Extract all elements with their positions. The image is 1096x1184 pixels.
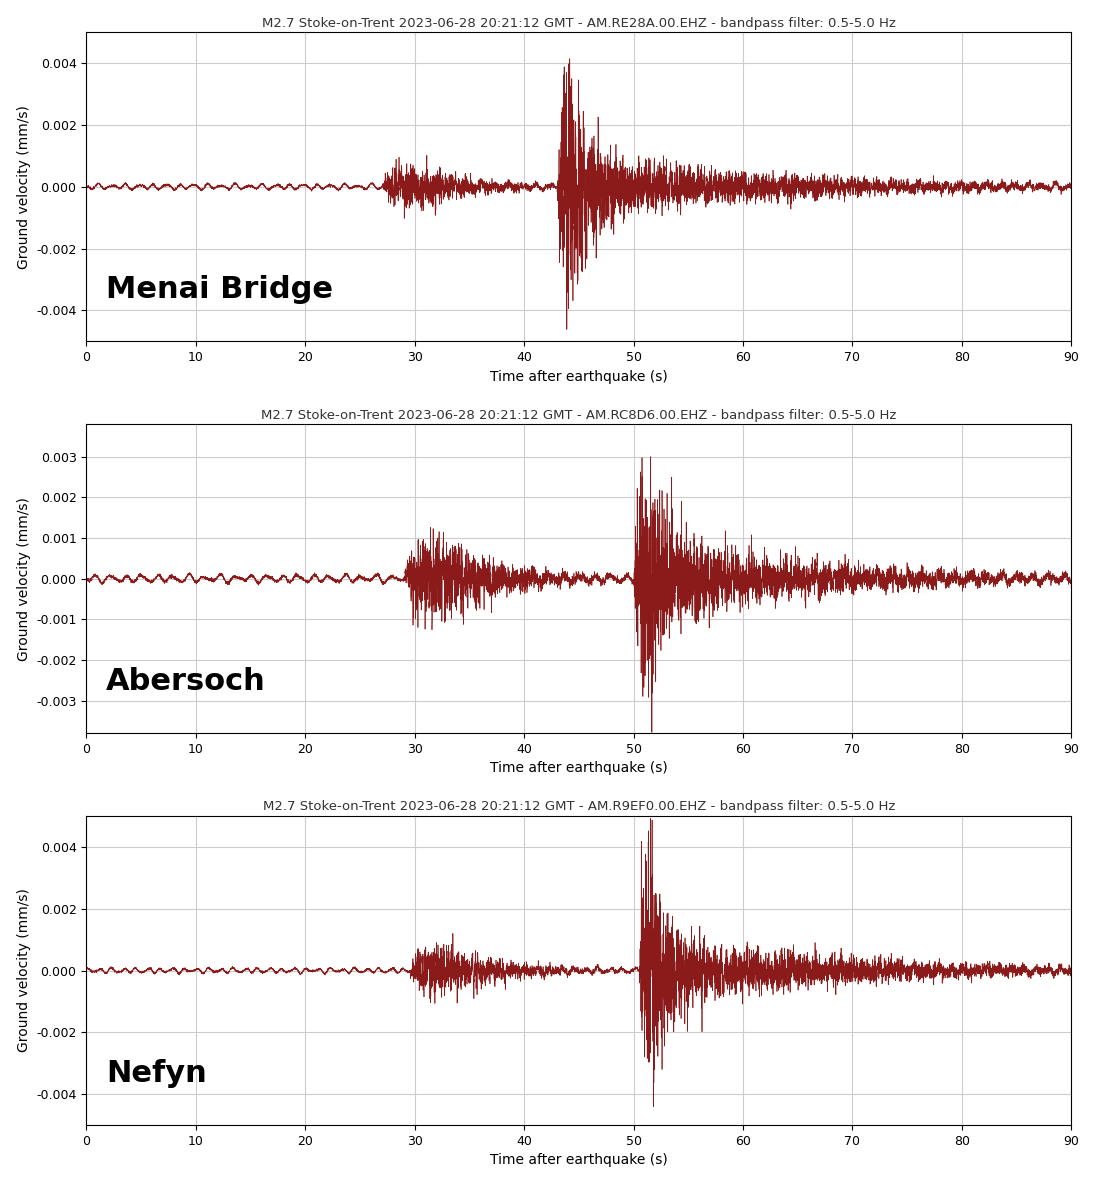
X-axis label: Time after earthquake (s): Time after earthquake (s) <box>490 369 667 384</box>
Y-axis label: Ground velocity (mm/s): Ground velocity (mm/s) <box>16 105 31 269</box>
Title: M2.7 Stoke-on-Trent 2023-06-28 20:21:12 GMT - AM.RC8D6.00.EHZ - bandpass filter:: M2.7 Stoke-on-Trent 2023-06-28 20:21:12 … <box>261 408 897 422</box>
X-axis label: Time after earthquake (s): Time after earthquake (s) <box>490 761 667 776</box>
Title: M2.7 Stoke-on-Trent 2023-06-28 20:21:12 GMT - AM.RE28A.00.EHZ - bandpass filter:: M2.7 Stoke-on-Trent 2023-06-28 20:21:12 … <box>262 17 895 30</box>
X-axis label: Time after earthquake (s): Time after earthquake (s) <box>490 1153 667 1167</box>
Title: M2.7 Stoke-on-Trent 2023-06-28 20:21:12 GMT - AM.R9EF0.00.EHZ - bandpass filter:: M2.7 Stoke-on-Trent 2023-06-28 20:21:12 … <box>263 800 895 813</box>
Text: Nefyn: Nefyn <box>106 1058 207 1088</box>
Y-axis label: Ground velocity (mm/s): Ground velocity (mm/s) <box>16 497 31 661</box>
Text: Menai Bridge: Menai Bridge <box>106 275 333 304</box>
Text: Abersoch: Abersoch <box>106 667 265 696</box>
Y-axis label: Ground velocity (mm/s): Ground velocity (mm/s) <box>16 888 31 1053</box>
